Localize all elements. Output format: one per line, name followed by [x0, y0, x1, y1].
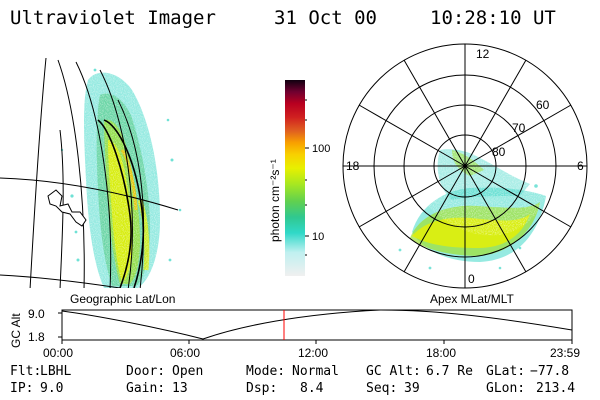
altitude-curve [61, 309, 573, 340]
gcalt-label: GC Alt: [366, 364, 421, 379]
dsp-value: 8.4 [300, 381, 324, 396]
xtick-1200: 12:00 [298, 346, 328, 360]
gain-value: 13 [172, 381, 188, 396]
flt-value: LBHL [40, 364, 72, 379]
lat-label-60: 60 [536, 98, 550, 112]
ip-label: IP: [10, 381, 34, 396]
door-value: Open [172, 364, 204, 379]
mlt-label-6: 6 [577, 159, 584, 173]
colorbar: 100 10 photon cm⁻²s⁻¹ [268, 80, 330, 276]
gain-label: Gain: [126, 381, 166, 396]
lat-label-80: 80 [492, 145, 506, 159]
polar-plot: 12 18 6 0 60 70 80 [342, 43, 588, 289]
mode-value: Normal [292, 364, 339, 379]
aurora-left [60, 68, 182, 288]
glat-label: GLat: [486, 364, 526, 379]
door-label: Door: [126, 364, 166, 379]
glon-label: GLon: [486, 381, 526, 396]
left-panel-label: Geographic Lat/Lon [70, 292, 175, 306]
aurora-polar [398, 149, 546, 270]
polar-grid [342, 43, 588, 289]
colorbar-tick-10: 10 [312, 231, 324, 243]
mlt-label-0: 0 [468, 272, 475, 286]
time-label: 10:28:10 UT [430, 7, 556, 29]
xtick-0600: 06:00 [170, 346, 200, 360]
mode-label: Mode: [246, 364, 286, 379]
lat-label-70: 70 [512, 121, 526, 135]
geographic-grid [0, 57, 179, 288]
xtick-1800: 18:00 [426, 346, 456, 360]
xtick-0000: 00:00 [43, 346, 73, 360]
ytick-9: 9.0 [28, 307, 45, 321]
mlt-label-18: 18 [346, 159, 360, 173]
xtick-2359: 23:59 [550, 346, 580, 360]
glat-value: −77.8 [530, 364, 570, 379]
seq-value: 39 [404, 381, 420, 396]
dsp-label: Dsp: [246, 381, 278, 396]
colorbar-gradient [285, 80, 305, 276]
coastline-outline [47, 189, 87, 227]
ytick-1-8: 1.8 [28, 330, 45, 344]
glon-value: 213.4 [536, 381, 576, 396]
altitude-timeline: GC Alt 9.0 1.8 00:00 06:00 12:00 18:00 2… [9, 307, 580, 360]
right-panel-label: Apex MLat/MLT [430, 292, 514, 306]
colorbar-tick-100: 100 [312, 143, 330, 155]
flt-label: Flt: [10, 364, 42, 379]
seq-label: Seq: [366, 381, 398, 396]
date-label: 31 Oct 00 [274, 7, 377, 29]
colorbar-title: photon cm⁻²s⁻¹ [268, 159, 282, 242]
mlt-label-12: 12 [476, 47, 490, 61]
gcalt-value: 6.7 Re [426, 364, 473, 379]
ip-value: 9.0 [40, 381, 64, 396]
geographic-map [0, 57, 182, 288]
timeline-ylabel: GC Alt [9, 313, 23, 348]
instrument-title: Ultraviolet Imager [10, 7, 216, 29]
